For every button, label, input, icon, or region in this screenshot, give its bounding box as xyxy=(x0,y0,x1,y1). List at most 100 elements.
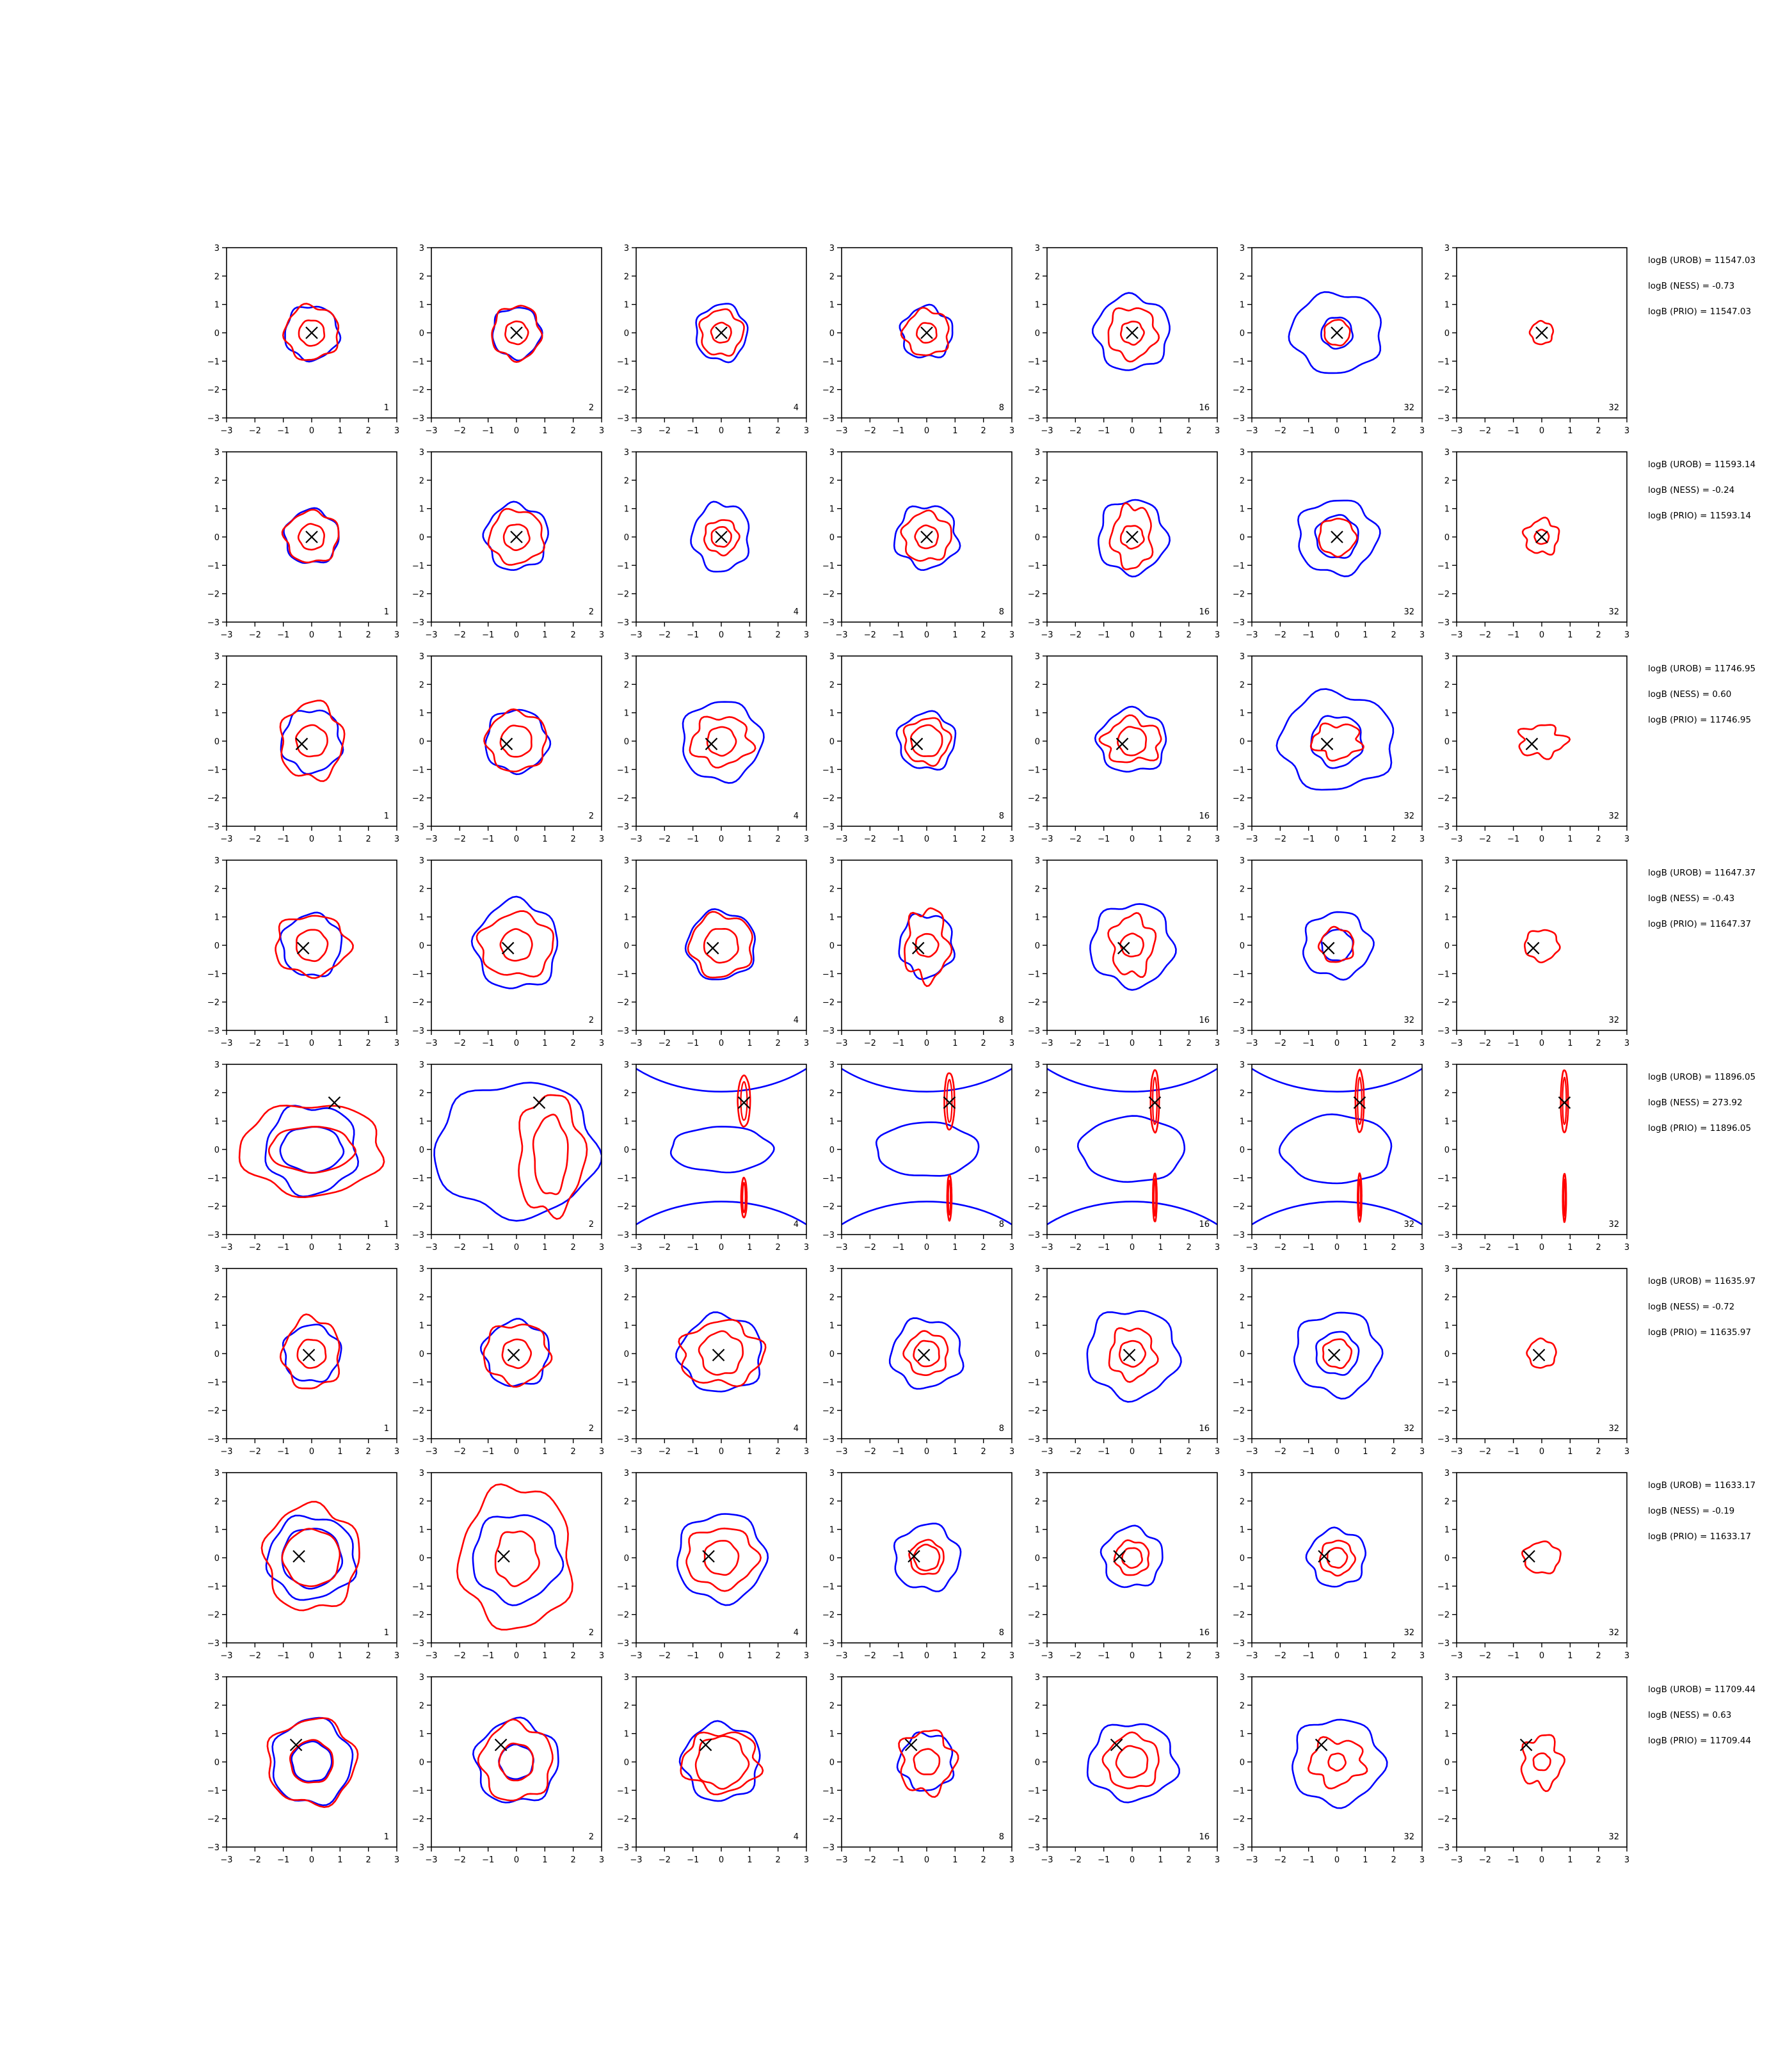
axes-frame xyxy=(1251,860,1423,1031)
x-tick-label: 2 xyxy=(776,1855,781,1865)
true-point-marker xyxy=(911,941,925,955)
axes-frame xyxy=(226,1064,397,1235)
y-tick-label: 1 xyxy=(829,1117,835,1127)
y-tick-label: −1 xyxy=(207,1174,220,1183)
y-tick-label: 0 xyxy=(1240,941,1245,951)
panel-r2-c7: −3−3 −2 −2 −1 −1 0 0 1 1 2 2 3 3 32 xyxy=(1437,448,1629,640)
contour-blue xyxy=(1252,1068,1422,1092)
x-tick-label: −3 xyxy=(1041,1039,1053,1048)
plot-area xyxy=(1047,1068,1217,1226)
contour-blue xyxy=(271,1716,354,1807)
x-tick-label: −1 xyxy=(687,1651,699,1661)
x-tick-label: 1 xyxy=(1567,835,1572,844)
y-tick-label: −2 xyxy=(1028,1407,1040,1416)
x-tick-label: 3 xyxy=(1215,1039,1220,1048)
x-tick-label: 0 xyxy=(1539,1243,1544,1252)
true-point-marker xyxy=(920,326,933,339)
x-tick-label: 3 xyxy=(1420,1855,1425,1865)
x-tick-label: −2 xyxy=(1274,1243,1286,1252)
true-point-marker xyxy=(1148,1096,1162,1109)
y-tick-label: −1 xyxy=(207,765,220,775)
panel-r3-c6: −3−3 −2 −2 −1 −1 0 0 1 1 2 2 3 3 32 xyxy=(1233,652,1425,844)
panel-r7-c2: −3−3 −2 −2 −1 −1 0 0 1 1 2 2 3 3 2 xyxy=(412,1469,604,1661)
plot-area xyxy=(1521,1540,1562,1574)
x-tick-label: 0 xyxy=(924,1039,929,1048)
logb-annotation: logB (PRIO) = 11635.97 xyxy=(1648,1327,1751,1338)
x-tick-label: −2 xyxy=(659,1651,671,1661)
x-tick-label: 3 xyxy=(1624,630,1629,640)
axes-frame xyxy=(841,860,1012,1031)
y-tick-label: 2 xyxy=(1035,476,1040,486)
panel-r4-c1: −3−3 −2 −2 −1 −1 0 0 1 1 2 2 3 3 1 xyxy=(207,856,399,1048)
y-tick-label: 1 xyxy=(829,913,835,923)
x-tick-label: 0 xyxy=(719,1855,724,1865)
y-tick-label: −1 xyxy=(207,970,220,979)
x-tick-label: 1 xyxy=(1158,1855,1163,1865)
x-tick-label: 0 xyxy=(924,1855,929,1865)
panel-label: 2 xyxy=(589,1424,594,1434)
contour-red xyxy=(487,508,545,566)
plot-area xyxy=(482,500,549,572)
y-tick-label: −3 xyxy=(1233,618,1245,628)
panel-r8-c5: −3−3 −2 −2 −1 −1 0 0 1 1 2 2 3 3 16 xyxy=(1028,1673,1220,1865)
x-tick-label: −2 xyxy=(1479,1243,1491,1252)
x-tick-label: 2 xyxy=(1596,1243,1601,1252)
x-tick-label: −2 xyxy=(864,835,876,844)
x-tick-label: 0 xyxy=(1130,1039,1135,1048)
x-tick-label: 0 xyxy=(1539,1447,1544,1457)
y-tick-label: 3 xyxy=(624,448,629,458)
panel-label: 32 xyxy=(1404,1424,1414,1434)
panel-label: 8 xyxy=(999,1424,1004,1434)
x-tick-label: −2 xyxy=(1479,1039,1491,1048)
y-tick-label: −3 xyxy=(822,414,835,424)
panel-label: 16 xyxy=(1199,1628,1210,1638)
x-tick-label: −1 xyxy=(1098,1855,1110,1865)
y-tick-label: −2 xyxy=(1233,1407,1245,1416)
plot-area xyxy=(1086,1310,1182,1403)
x-tick-label: 2 xyxy=(776,1447,781,1457)
y-tick-label: −2 xyxy=(1437,1611,1450,1620)
x-tick-label: 3 xyxy=(1009,1651,1014,1661)
x-tick-label: 3 xyxy=(1215,1243,1220,1252)
y-tick-label: 2 xyxy=(829,272,835,282)
y-tick-label: −3 xyxy=(207,1435,220,1444)
y-tick-label: 2 xyxy=(214,1089,220,1098)
panel-r1-c3: −3−3 −2 −2 −1 −1 0 0 1 1 2 2 3 3 4 xyxy=(617,244,809,436)
y-tick-label: −2 xyxy=(822,1815,835,1825)
contour-blue xyxy=(1097,499,1171,578)
y-tick-label: 2 xyxy=(829,1701,835,1711)
y-tick-label: 3 xyxy=(624,1469,629,1478)
x-tick-label: 2 xyxy=(776,835,781,844)
x-tick-label: 0 xyxy=(719,1243,724,1252)
x-tick-label: −2 xyxy=(659,1243,671,1252)
y-tick-label: 1 xyxy=(214,1526,220,1535)
x-tick-label: −3 xyxy=(1450,1039,1462,1048)
contour-blue xyxy=(669,1125,775,1174)
panel-label: 16 xyxy=(1199,403,1210,413)
contour-red xyxy=(296,929,329,963)
logb-annotation: logB (UROB) = 11635.97 xyxy=(1648,1276,1756,1286)
y-tick-label: 2 xyxy=(1444,1497,1450,1507)
y-tick-label: 0 xyxy=(1444,329,1450,339)
panel-label: 1 xyxy=(384,1628,389,1638)
contour-red xyxy=(1520,1734,1566,1793)
x-tick-label: 2 xyxy=(1391,426,1396,436)
y-tick-label: −2 xyxy=(822,1611,835,1620)
y-tick-label: 2 xyxy=(1035,1497,1040,1507)
y-tick-label: −2 xyxy=(1233,1203,1245,1212)
x-tick-label: 2 xyxy=(981,835,986,844)
y-tick-label: 0 xyxy=(1444,737,1450,747)
y-tick-label: 1 xyxy=(214,301,220,310)
plot-area xyxy=(684,908,756,980)
y-tick-label: 3 xyxy=(1240,1673,1245,1683)
x-tick-label: −1 xyxy=(482,1651,494,1661)
x-tick-label: −2 xyxy=(454,1651,466,1661)
logb-annotation: logB (UROB) = 11633.17 xyxy=(1648,1480,1756,1491)
panel-r6-c5: −3−3 −2 −2 −1 −1 0 0 1 1 2 2 3 3 16 xyxy=(1028,1265,1220,1457)
true-point-marker xyxy=(1331,531,1343,543)
x-tick-label: 2 xyxy=(776,1243,781,1252)
contour-blue xyxy=(1302,911,1375,981)
y-tick-label: 0 xyxy=(1035,737,1040,747)
y-tick-label: 0 xyxy=(214,1350,220,1359)
x-tick-label: 3 xyxy=(1215,835,1220,844)
